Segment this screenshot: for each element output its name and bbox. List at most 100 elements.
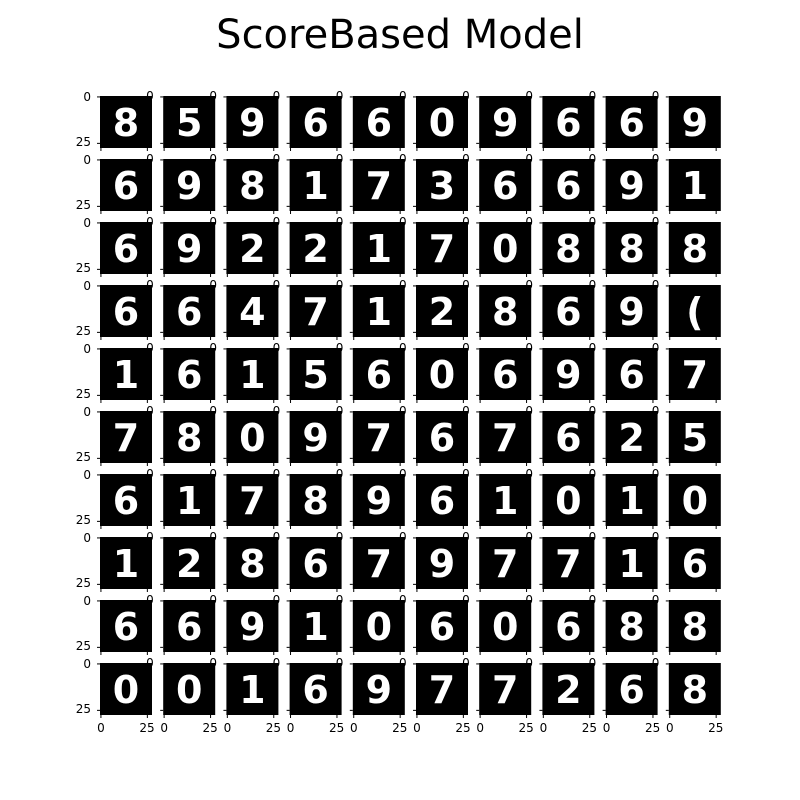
sample-image	[163, 474, 216, 526]
digit-glyph: 1	[366, 290, 392, 334]
y-tick-label: 0	[273, 593, 281, 607]
y-tick-label: 0	[652, 404, 660, 418]
y-tick-label: 25	[76, 387, 91, 401]
digit-sample-r2-c9: 8	[665, 222, 721, 277]
sample-image	[226, 348, 279, 400]
y-tick-label: 0	[589, 656, 597, 670]
digit-sample-r8-c3: 10	[286, 593, 343, 655]
digit-glyph: 9	[366, 668, 392, 712]
digit-glyph: 9	[239, 605, 265, 649]
y-tick-label: 0	[399, 341, 407, 355]
y-tick-label: 0	[399, 215, 407, 229]
digit-sample-r0-c6: 90	[476, 89, 533, 151]
digit-glyph: 1	[302, 164, 328, 208]
digit-sample-r6-c7: 00	[539, 467, 596, 529]
digit-glyph: 8	[492, 290, 518, 334]
digit-sample-r1-c7: 60	[539, 152, 596, 214]
digit-sample-r0-c5: 00	[413, 89, 470, 151]
digit-glyph: 6	[366, 353, 392, 397]
digit-sample-r3-c8: 90	[602, 278, 659, 340]
digit-sample-r3-c2: 40	[223, 278, 280, 340]
y-tick-label: 0	[399, 152, 407, 166]
sample-image	[605, 96, 658, 148]
digit-glyph: 0	[492, 605, 518, 649]
digit-sample-r8-c8: 80	[602, 593, 660, 655]
x-tick-label: 25	[203, 721, 218, 735]
y-tick-label: 0	[525, 593, 533, 607]
digit-glyph: 6	[176, 353, 202, 397]
digit-sample-r9-c7: 20 0 25	[539, 656, 597, 735]
y-tick-label: 0	[83, 468, 91, 482]
x-tick-label: 25	[455, 721, 470, 735]
y-tick-label: 0	[209, 152, 217, 166]
y-tick-label: 0	[399, 89, 407, 103]
sample-image	[542, 411, 595, 463]
sample-image	[163, 159, 216, 211]
y-tick-label: 25	[76, 513, 91, 527]
sample-image	[479, 159, 532, 211]
digit-glyph: 7	[113, 416, 139, 460]
y-tick-label: 0	[652, 467, 660, 481]
y-tick-label: 0	[399, 278, 407, 292]
sample-image	[668, 600, 721, 652]
sample-image	[542, 96, 595, 148]
y-tick-label: 0	[399, 467, 407, 481]
digit-sample-r6-c1: 10	[160, 467, 217, 529]
digit-sample-r9-c9: 80 25	[665, 663, 723, 735]
y-tick-label: 0	[589, 89, 597, 103]
y-tick-label: 0	[399, 593, 407, 607]
digit-glyph: 5	[176, 101, 202, 145]
y-tick-label: 0	[462, 215, 470, 229]
sample-image	[100, 537, 152, 589]
y-tick-label: 0	[83, 531, 91, 545]
y-tick-label: 25	[76, 261, 91, 275]
digit-sample-r2-c8: 80	[602, 215, 659, 277]
digit-sample-r3-c5: 20	[413, 278, 470, 340]
y-tick-label: 0	[652, 593, 660, 607]
y-tick-label: 0	[525, 530, 533, 544]
digit-glyph: 6	[618, 668, 644, 712]
y-tick-label: 0	[209, 278, 217, 292]
sample-image	[289, 411, 342, 463]
digit-sample-r5-c4: 70	[349, 404, 407, 466]
digit-sample-r6-c4: 90	[349, 467, 407, 529]
y-tick-label: 0	[462, 467, 470, 481]
digit-glyph: 6	[366, 101, 392, 145]
sample-image	[100, 348, 152, 400]
digit-glyph: 9	[176, 164, 202, 208]
digit-glyph: 9	[302, 416, 328, 460]
sample-image	[668, 285, 721, 337]
y-tick-label: 0	[525, 152, 533, 166]
digit-sample-r3-c1: 60	[160, 278, 217, 340]
digit-sample-r3-c7: 60	[539, 278, 596, 340]
sample-image	[226, 537, 279, 589]
digit-glyph: 6	[429, 416, 455, 460]
y-tick-label: 0	[399, 530, 407, 544]
sample-image	[668, 348, 721, 400]
y-tick-label: 0	[652, 152, 660, 166]
sample-image	[100, 159, 152, 211]
y-tick-label: 0	[462, 89, 470, 103]
y-tick-label: 0	[589, 530, 597, 544]
y-tick-label: 0	[146, 656, 154, 670]
digit-glyph: 7	[302, 290, 328, 334]
y-tick-label: 0	[336, 89, 344, 103]
digit-glyph: 7	[492, 416, 518, 460]
digit-sample-r0-c2: 90	[223, 89, 280, 151]
sample-image	[226, 663, 279, 715]
x-tick-label: 0	[160, 721, 168, 735]
sample-image	[479, 348, 532, 400]
x-tick-label: 0	[413, 721, 421, 735]
digit-glyph: 6	[492, 164, 518, 208]
digit-sample-r5-c6: 70	[476, 404, 533, 466]
digit-sample-r1-c1: 90	[160, 152, 217, 214]
digit-glyph: 6	[429, 479, 455, 523]
digit-sample-r7-c4: 70	[349, 530, 407, 592]
digit-sample-r1-c4: 70	[349, 152, 407, 214]
sample-image	[416, 663, 468, 715]
digit-glyph: 6	[555, 605, 581, 649]
y-tick-label: 0	[273, 341, 281, 355]
digit-sample-r7-c3: 60	[286, 530, 343, 592]
y-tick-label: 0	[462, 152, 470, 166]
